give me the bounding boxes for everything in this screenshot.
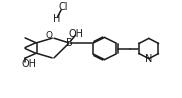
Text: OH: OH (68, 29, 83, 39)
Text: B: B (66, 38, 73, 48)
Text: Cl: Cl (58, 2, 68, 12)
Text: O: O (46, 31, 53, 40)
Text: H: H (53, 14, 60, 24)
Text: OH: OH (21, 59, 36, 69)
Text: N: N (145, 54, 153, 64)
